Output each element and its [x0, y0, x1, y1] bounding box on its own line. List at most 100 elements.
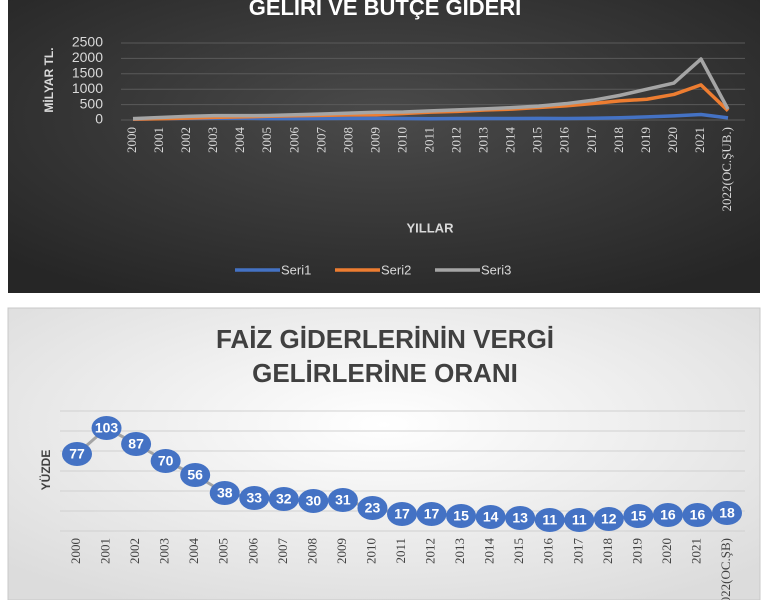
x-tick-label: 2013: [452, 538, 467, 564]
y-axis-label: YÜZDE: [38, 450, 53, 491]
legend-label: Seri3: [481, 262, 511, 277]
y-tick-label: 0: [95, 111, 103, 127]
data-label: 18: [719, 505, 735, 521]
data-point: [682, 503, 713, 527]
panel-top: [8, 0, 760, 293]
x-tick-label: 2018: [611, 127, 626, 153]
x-tick-label: 2011: [421, 127, 436, 153]
x-tick-label: 2013: [476, 127, 491, 153]
x-tick-label: 2015: [530, 127, 545, 153]
x-tick-label: 2017: [584, 127, 599, 154]
data-label: 31: [335, 492, 351, 508]
legend-label: Seri2: [381, 262, 411, 277]
x-tick-label: 2019: [629, 538, 644, 564]
y-tick-label: 500: [80, 95, 104, 111]
x-tick-label: 2003: [205, 127, 220, 153]
data-label: 13: [512, 510, 528, 526]
data-point: [357, 496, 388, 520]
x-tick-label: 2012: [423, 538, 438, 564]
x-tick-label: 2008: [304, 538, 319, 564]
x-tick-label: 2010: [363, 538, 378, 564]
data-point: [150, 449, 181, 473]
x-tick-label: 2015: [511, 538, 526, 564]
x-tick-label: 2000: [68, 538, 83, 564]
data-point: [180, 463, 211, 487]
legend-label: Seri1: [281, 262, 311, 277]
x-tick-label: 2016: [541, 538, 556, 565]
x-tick-label: 2004: [232, 127, 247, 154]
y-tick-label: 2500: [72, 34, 103, 50]
x-tick-label: 2017: [570, 538, 585, 565]
x-tick-label: 2006: [245, 538, 260, 565]
data-label: 87: [128, 436, 144, 452]
x-tick-label: 2022(OC.ŞUB.): [719, 127, 734, 212]
data-point: [534, 508, 565, 532]
x-axis-label: YILLAR: [407, 220, 455, 235]
data-label: 11: [542, 512, 557, 528]
data-point: [564, 508, 595, 532]
x-tick-label: 2021: [692, 127, 707, 153]
data-point: [475, 505, 506, 529]
data-point: [712, 501, 742, 525]
y-tick-label: 2000: [72, 49, 103, 65]
chart-title: FAİZ GİDERLERİNİN VERGİ GELİRLERİNE ORANI: [216, 324, 554, 388]
x-tick-label: 2007: [313, 127, 328, 154]
x-tick-label: 2020: [659, 538, 674, 564]
data-label: 15: [453, 508, 469, 524]
data-label: 17: [424, 506, 440, 522]
x-tick-label: 2012: [449, 127, 464, 153]
y-tick-label: 1500: [72, 65, 103, 81]
y-tick-label: 1000: [72, 80, 103, 96]
x-tick-label: 2001: [98, 538, 113, 564]
data-point: [387, 502, 417, 526]
x-tick-label: 2004: [186, 538, 201, 565]
data-point: [327, 488, 358, 512]
data-label: 11: [572, 512, 587, 528]
x-tick-label: 2002: [178, 127, 193, 153]
data-point: [623, 504, 654, 528]
data-point: [446, 504, 477, 528]
chart-title: GELİRİ VE BÜTÇE GİDERİ: [249, 0, 522, 20]
data-point: [209, 481, 240, 505]
x-tick-label: 2022(OC.ŞB): [718, 538, 733, 600]
x-tick-label: 2007: [275, 538, 290, 565]
data-point: [62, 442, 92, 466]
x-tick-label: 2005: [216, 538, 231, 564]
data-label: 38: [217, 485, 233, 501]
x-tick-label: 2011: [393, 538, 408, 564]
x-tick-label: 2009: [367, 127, 382, 153]
data-label: 70: [158, 453, 174, 469]
x-tick-label: 2000: [124, 127, 139, 153]
data-label: 56: [187, 467, 203, 483]
data-point: [505, 506, 536, 530]
data-point: [593, 507, 624, 531]
data-label: 16: [660, 507, 676, 523]
data-label: 33: [246, 490, 262, 506]
series-line: [132, 57, 730, 121]
data-label: 30: [306, 493, 322, 509]
x-tick-label: 2006: [286, 127, 301, 154]
data-label: 16: [690, 507, 706, 523]
x-tick-label: 2018: [600, 538, 615, 564]
data-point: [416, 502, 447, 526]
data-label: 23: [365, 500, 381, 516]
data-point: [298, 489, 329, 513]
x-tick-label: 2008: [340, 127, 355, 153]
x-tick-label: 2001: [151, 127, 166, 153]
data-point: [268, 487, 299, 511]
x-tick-label: 2005: [259, 127, 274, 153]
data-label: 12: [601, 511, 617, 527]
data-label: 14: [483, 509, 499, 525]
y-axis-label: MİLYAR TL.: [41, 47, 56, 112]
data-label: 103: [95, 420, 119, 436]
x-tick-label: 2014: [482, 538, 497, 565]
x-tick-label: 2009: [334, 538, 349, 564]
x-tick-label: 2002: [127, 538, 142, 564]
x-tick-label: 2014: [503, 127, 518, 154]
data-label: 17: [394, 506, 410, 522]
data-point: [652, 503, 683, 527]
x-tick-label: 2020: [665, 127, 680, 153]
x-tick-label: 2016: [557, 127, 572, 154]
data-label: 15: [631, 508, 647, 524]
